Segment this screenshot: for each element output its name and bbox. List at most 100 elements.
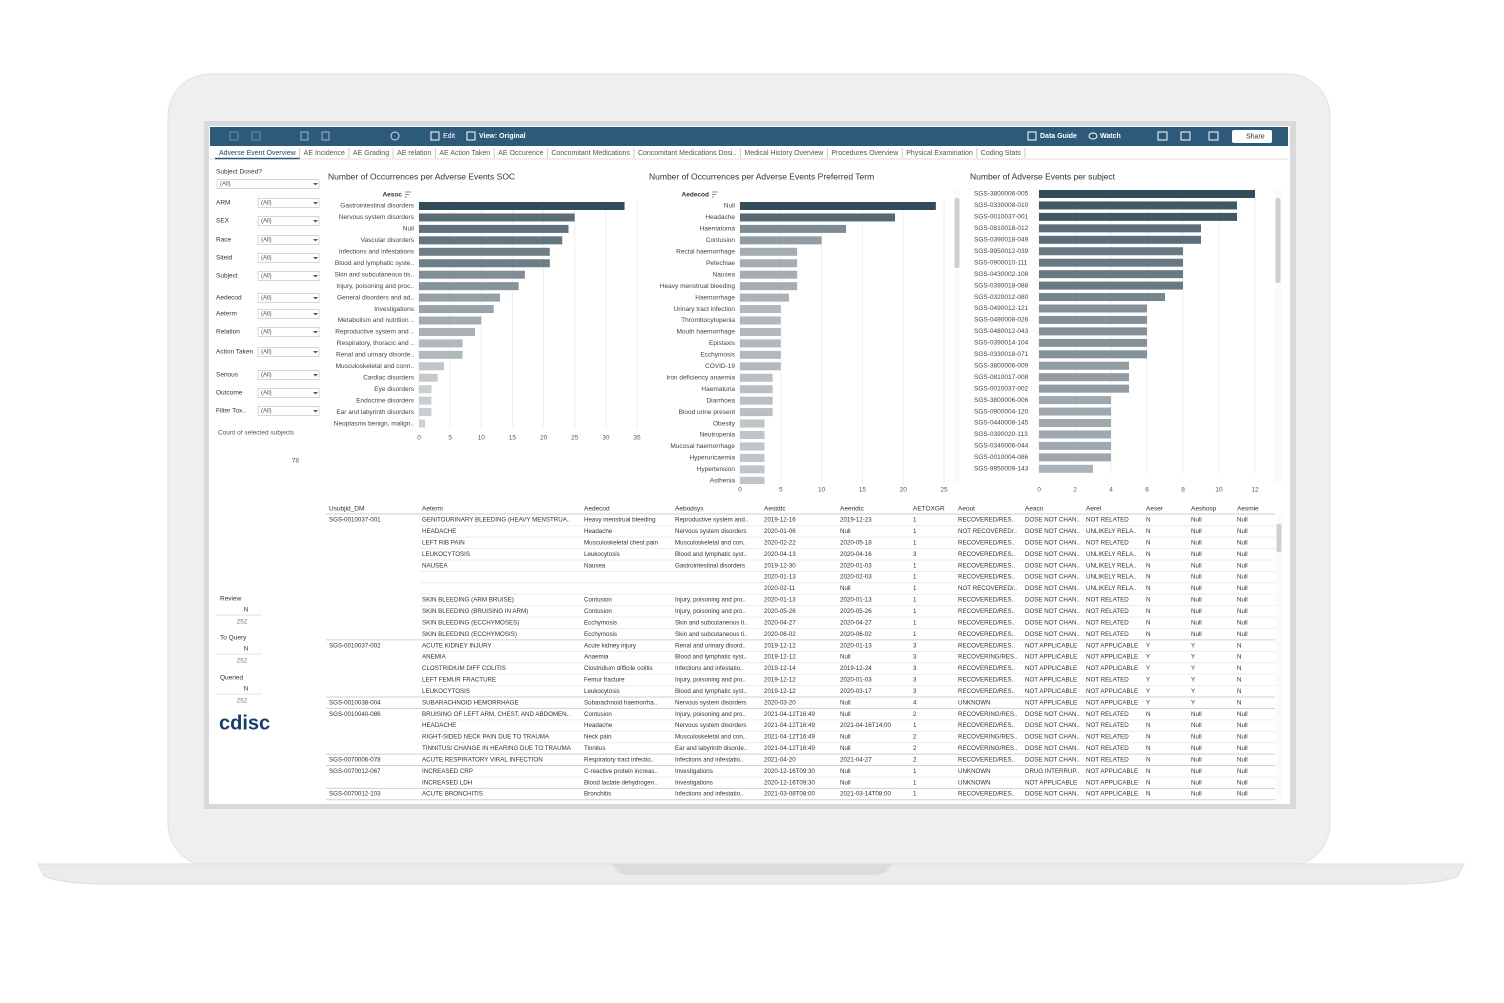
search-icon[interactable] [390, 131, 400, 141]
bar[interactable] [1039, 430, 1111, 439]
dropdown[interactable] [257, 198, 320, 208]
bar[interactable] [740, 476, 765, 485]
dropdown-value[interactable]: (All) [261, 330, 272, 336]
watch-button[interactable]: Watch [1100, 133, 1121, 140]
tab[interactable]: AE Incidence [304, 150, 345, 157]
bar[interactable] [740, 419, 765, 428]
bar[interactable] [740, 236, 822, 245]
bar[interactable] [740, 224, 847, 233]
bar[interactable] [1039, 441, 1111, 450]
dropdown[interactable] [257, 235, 320, 245]
bar[interactable] [740, 408, 773, 417]
dropdown[interactable] [257, 388, 320, 398]
dropdown-value[interactable]: (All) [261, 350, 272, 356]
bar[interactable] [740, 327, 781, 336]
bar[interactable] [419, 213, 575, 222]
bar[interactable] [740, 213, 896, 222]
data-guide-icon[interactable] [1027, 131, 1037, 141]
bar[interactable] [419, 327, 476, 336]
dropdown-arrow[interactable] [313, 239, 318, 242]
dropdown-arrow[interactable] [313, 275, 318, 278]
scrollbar-thumb[interactable] [1275, 198, 1281, 283]
dropdown-value[interactable]: (All) [261, 256, 272, 262]
bar[interactable] [740, 247, 798, 256]
bar[interactable] [1039, 224, 1201, 233]
dropdown[interactable] [257, 216, 320, 226]
bar[interactable] [740, 453, 765, 462]
tab[interactable]: AE Action Taken [439, 150, 490, 157]
save-icon[interactable] [300, 131, 309, 141]
dropdown-value[interactable]: (All) [261, 391, 272, 397]
table-scrollbar-thumb[interactable] [1276, 524, 1282, 552]
bar[interactable] [419, 419, 426, 428]
dropdown-arrow[interactable] [313, 313, 318, 316]
sort-icon[interactable] [712, 191, 718, 198]
bar[interactable] [1039, 201, 1237, 210]
bar[interactable] [1039, 373, 1129, 382]
dropdown-arrow[interactable] [313, 202, 318, 205]
dropdown[interactable] [257, 253, 320, 263]
dropdown[interactable] [257, 347, 320, 357]
bar[interactable] [740, 396, 773, 405]
share-button-bg[interactable] [1232, 130, 1272, 143]
comment-icon[interactable] [1157, 131, 1168, 141]
bar[interactable] [1039, 338, 1147, 347]
dropdown[interactable] [257, 293, 320, 303]
tab[interactable]: AE relation [397, 150, 431, 157]
present-icon[interactable] [1180, 131, 1191, 141]
bar[interactable] [419, 202, 625, 210]
bar[interactable] [1039, 258, 1183, 267]
dropdown-arrow[interactable] [313, 297, 318, 300]
bar[interactable] [419, 408, 432, 417]
bar[interactable] [1039, 293, 1165, 302]
dropdown-arrow[interactable] [313, 392, 318, 395]
bar[interactable] [419, 350, 463, 359]
dropdown[interactable] [257, 406, 320, 416]
dropdown[interactable] [257, 309, 320, 319]
edit-icon[interactable] [430, 131, 440, 141]
bar[interactable] [1039, 419, 1111, 427]
dropdown-value[interactable]: (All) [261, 219, 272, 225]
view-icon[interactable] [466, 131, 476, 141]
bar[interactable] [419, 270, 525, 279]
bar[interactable] [1039, 270, 1183, 279]
dropdown-value[interactable]: (All) [261, 201, 272, 207]
dropdown[interactable] [257, 370, 320, 380]
sort-icon[interactable] [405, 191, 411, 198]
watch-icon[interactable] [1088, 132, 1098, 140]
tab[interactable]: Adverse Event Overview [219, 150, 297, 157]
bar[interactable] [1039, 464, 1093, 473]
view-button[interactable]: View: Original [479, 133, 526, 140]
dropdown-value[interactable]: (All) [220, 182, 231, 188]
bar[interactable] [419, 305, 494, 314]
bar[interactable] [740, 282, 798, 291]
bar[interactable] [740, 293, 789, 302]
bar[interactable] [1039, 190, 1255, 198]
dropdown-arrow[interactable] [313, 257, 318, 260]
data-icon[interactable] [321, 131, 330, 141]
dropdown-value[interactable]: (All) [261, 373, 272, 379]
dropdown-arrow[interactable] [313, 410, 318, 413]
bar[interactable] [419, 293, 500, 302]
bar[interactable] [740, 316, 781, 325]
undo-icon[interactable] [229, 131, 239, 141]
fullscreen-icon[interactable] [1208, 131, 1219, 141]
bar[interactable] [1039, 212, 1237, 221]
bar[interactable] [419, 373, 438, 382]
tab[interactable]: AE Grading [353, 150, 389, 157]
bar[interactable] [1039, 315, 1147, 324]
bar[interactable] [740, 270, 798, 279]
bar[interactable] [1039, 350, 1147, 359]
dropdown-value[interactable]: (All) [261, 409, 272, 415]
dropdown-arrow[interactable] [313, 183, 318, 186]
bar[interactable] [740, 362, 781, 371]
edit-button[interactable]: Edit [443, 133, 455, 140]
bar[interactable] [740, 373, 773, 382]
bar[interactable] [740, 385, 773, 394]
bar[interactable] [1039, 327, 1147, 336]
bar[interactable] [419, 247, 550, 256]
bar[interactable] [1039, 235, 1201, 244]
bar[interactable] [419, 362, 444, 371]
data-guide-button[interactable]: Data Guide [1040, 133, 1077, 140]
bar[interactable] [419, 396, 432, 405]
